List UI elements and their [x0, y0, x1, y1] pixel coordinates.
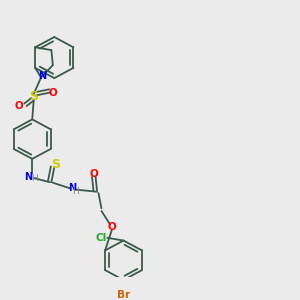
Text: H: H	[31, 174, 38, 183]
Text: N: N	[38, 71, 46, 81]
Text: S: S	[29, 90, 38, 103]
Text: O: O	[49, 88, 57, 98]
Text: Cl: Cl	[96, 233, 107, 243]
Text: S: S	[51, 158, 60, 171]
Text: Br: Br	[117, 290, 130, 300]
Text: N: N	[68, 183, 76, 193]
Text: O: O	[107, 222, 116, 233]
Text: H: H	[72, 187, 79, 196]
Text: N: N	[24, 172, 32, 182]
Text: O: O	[15, 101, 23, 111]
Text: O: O	[90, 169, 98, 179]
